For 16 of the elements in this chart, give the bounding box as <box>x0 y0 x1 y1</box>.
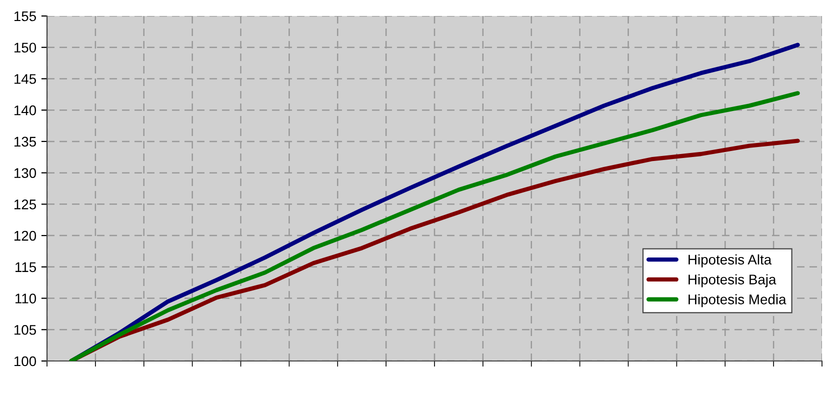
y-tick-label: 105 <box>14 324 36 335</box>
legend-label: Hipotesis Alta <box>688 254 772 268</box>
y-tick-label: 100 <box>14 356 36 366</box>
y-tick-label: 130 <box>14 168 36 178</box>
y-tick-label: 115 <box>15 262 36 272</box>
y-tick-label: 135 <box>14 136 36 147</box>
legend-label: Hipotesis Media <box>688 294 786 308</box>
y-tick-label: 125 <box>14 200 36 210</box>
y-tick-label: 145 <box>14 74 36 84</box>
y-tick-label: 140 <box>14 105 36 116</box>
y-tick-label: 150 <box>14 42 36 53</box>
y-tick-label: 155 <box>14 11 36 22</box>
y-tick-label: 120 <box>14 230 36 241</box>
y-tick-label: 110 <box>15 294 36 304</box>
line-series <box>69 91 800 361</box>
legend-label: Hipotesis Baja <box>688 274 776 288</box>
